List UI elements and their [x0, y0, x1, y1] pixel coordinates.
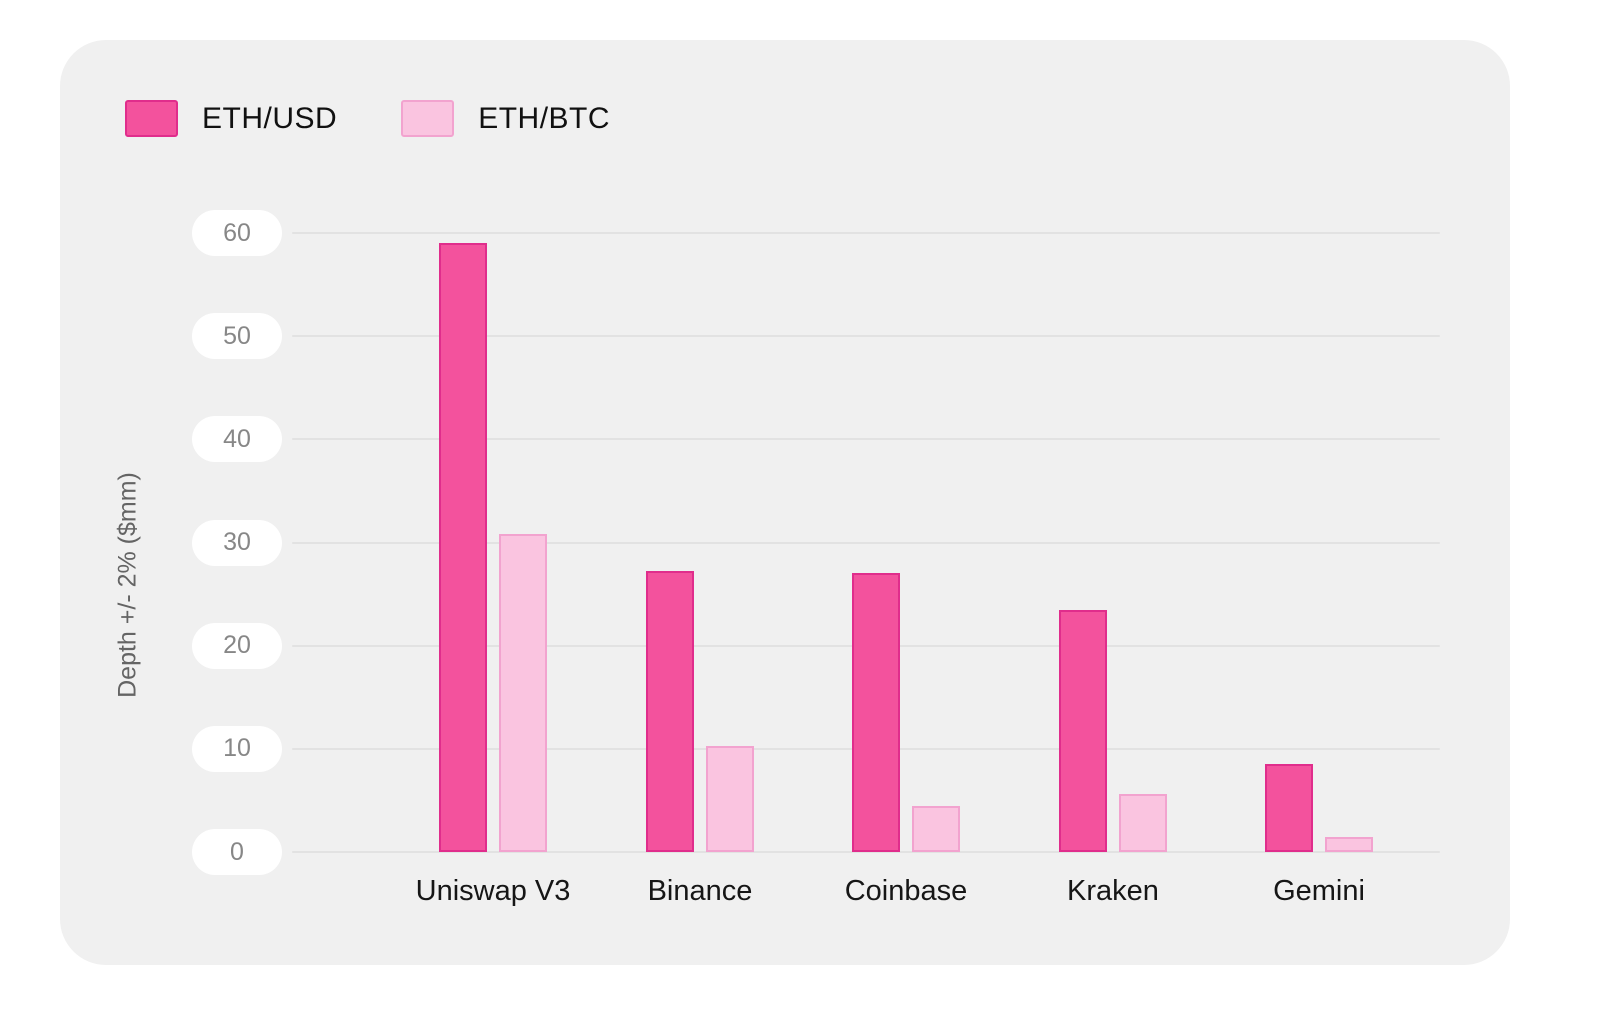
- gridline-0: [292, 851, 1440, 853]
- y-axis-title: Depth +/- 2% ($mm): [113, 472, 142, 698]
- x-axis-label-gemini: Gemini: [1273, 875, 1365, 907]
- y-tick-0: 0: [192, 829, 282, 875]
- y-tick-20: 20: [192, 622, 282, 669]
- bar-eth-usd-gemini: [1265, 764, 1313, 852]
- bar-eth-btc-kraken: [1119, 794, 1167, 852]
- legend-label-eth-btc: ETH/BTC: [478, 101, 611, 135]
- bar-eth-usd-kraken: [1059, 609, 1107, 852]
- bar-eth-usd-coinbase: [852, 573, 900, 852]
- x-axis-label-kraken: Kraken: [1067, 875, 1159, 907]
- legend-label-eth-usd: ETH/USD: [202, 101, 338, 135]
- legend-item-eth-btc: ETH/BTC: [401, 100, 610, 137]
- bar-eth-usd-binance: [646, 571, 694, 852]
- gridline-60: [292, 232, 1440, 234]
- y-tick-10: 10: [192, 725, 282, 772]
- chart-legend: ETH/USD ETH/BTC: [125, 100, 650, 137]
- x-axis-label-binance: Binance: [647, 875, 753, 907]
- bar-eth-btc-uniswap-v3: [499, 534, 547, 852]
- y-tick-40: 40: [192, 416, 282, 463]
- bar-eth-btc-binance: [706, 745, 754, 852]
- bar-eth-btc-gemini: [1325, 836, 1373, 852]
- x-axis-label-coinbase: Coinbase: [844, 875, 968, 907]
- legend-item-eth-usd: ETH/USD: [125, 100, 337, 137]
- y-tick-60: 60: [192, 210, 282, 256]
- bar-eth-btc-coinbase: [912, 805, 960, 852]
- legend-swatch-eth-usd-icon: [125, 100, 178, 137]
- legend-swatch-eth-btc-icon: [401, 100, 455, 137]
- gridline-50: [292, 335, 1440, 338]
- gridline-40: [292, 438, 1440, 441]
- y-tick-50: 50: [192, 313, 282, 360]
- bar-eth-usd-uniswap-v3: [439, 243, 487, 852]
- y-tick-30: 30: [192, 519, 282, 566]
- gridline-30: [292, 541, 1440, 544]
- x-axis-label-uniswap-v3: Uniswap V3: [415, 875, 571, 907]
- chart-card: ETH/USD ETH/BTC Depth +/- 2% ($mm) 60 50 4…: [60, 40, 1510, 965]
